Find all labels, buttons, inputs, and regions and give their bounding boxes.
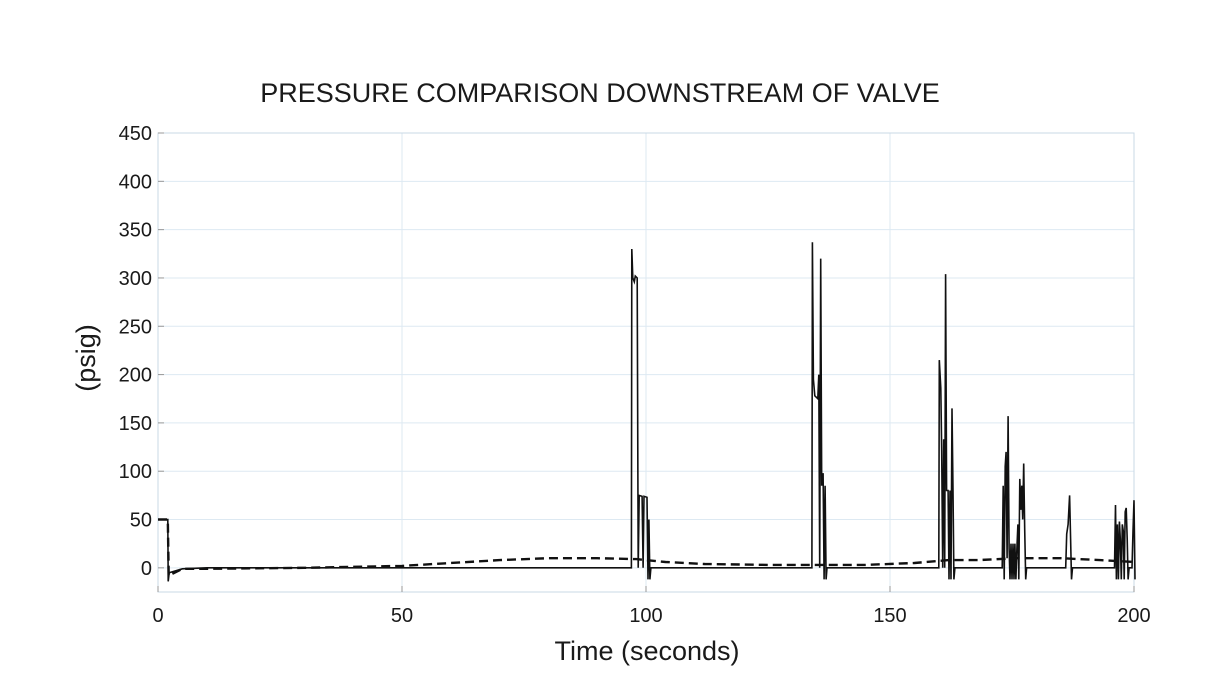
y-tick-label: 200 xyxy=(119,365,152,387)
series-layer xyxy=(158,242,1136,582)
x-axis: 0 50 100 150 200 xyxy=(152,586,1151,627)
x-tick-label: 150 xyxy=(873,605,906,627)
y-tick-label: 450 xyxy=(119,123,152,145)
series-line-dashed xyxy=(158,518,1135,578)
y-tick-label: 0 xyxy=(141,558,152,580)
y-tick-label: 50 xyxy=(130,510,152,532)
y-axis: 450 400 350 300 250 200 150 100 50 0 xyxy=(119,123,164,580)
chart-title: PRESSURE COMPARISON DOWNSTREAM OF VALVE xyxy=(260,78,940,108)
y-axis-label: (psig) xyxy=(71,324,101,392)
y-tick-label: 150 xyxy=(119,413,152,435)
x-tick-label: 0 xyxy=(152,605,163,627)
y-tick-label: 400 xyxy=(119,171,152,193)
y-tick-label: 350 xyxy=(119,220,152,242)
y-tick-label: 300 xyxy=(119,268,152,290)
grid-layer xyxy=(157,132,1135,592)
x-tick-label: 50 xyxy=(391,605,413,627)
x-tick-label: 200 xyxy=(1117,605,1150,627)
x-axis-label: Time (seconds) xyxy=(554,636,739,666)
y-tick-label: 100 xyxy=(119,461,152,483)
y-tick-label: 250 xyxy=(119,316,152,338)
series-line-solid xyxy=(158,242,1136,582)
x-tick-label: 100 xyxy=(629,605,662,627)
